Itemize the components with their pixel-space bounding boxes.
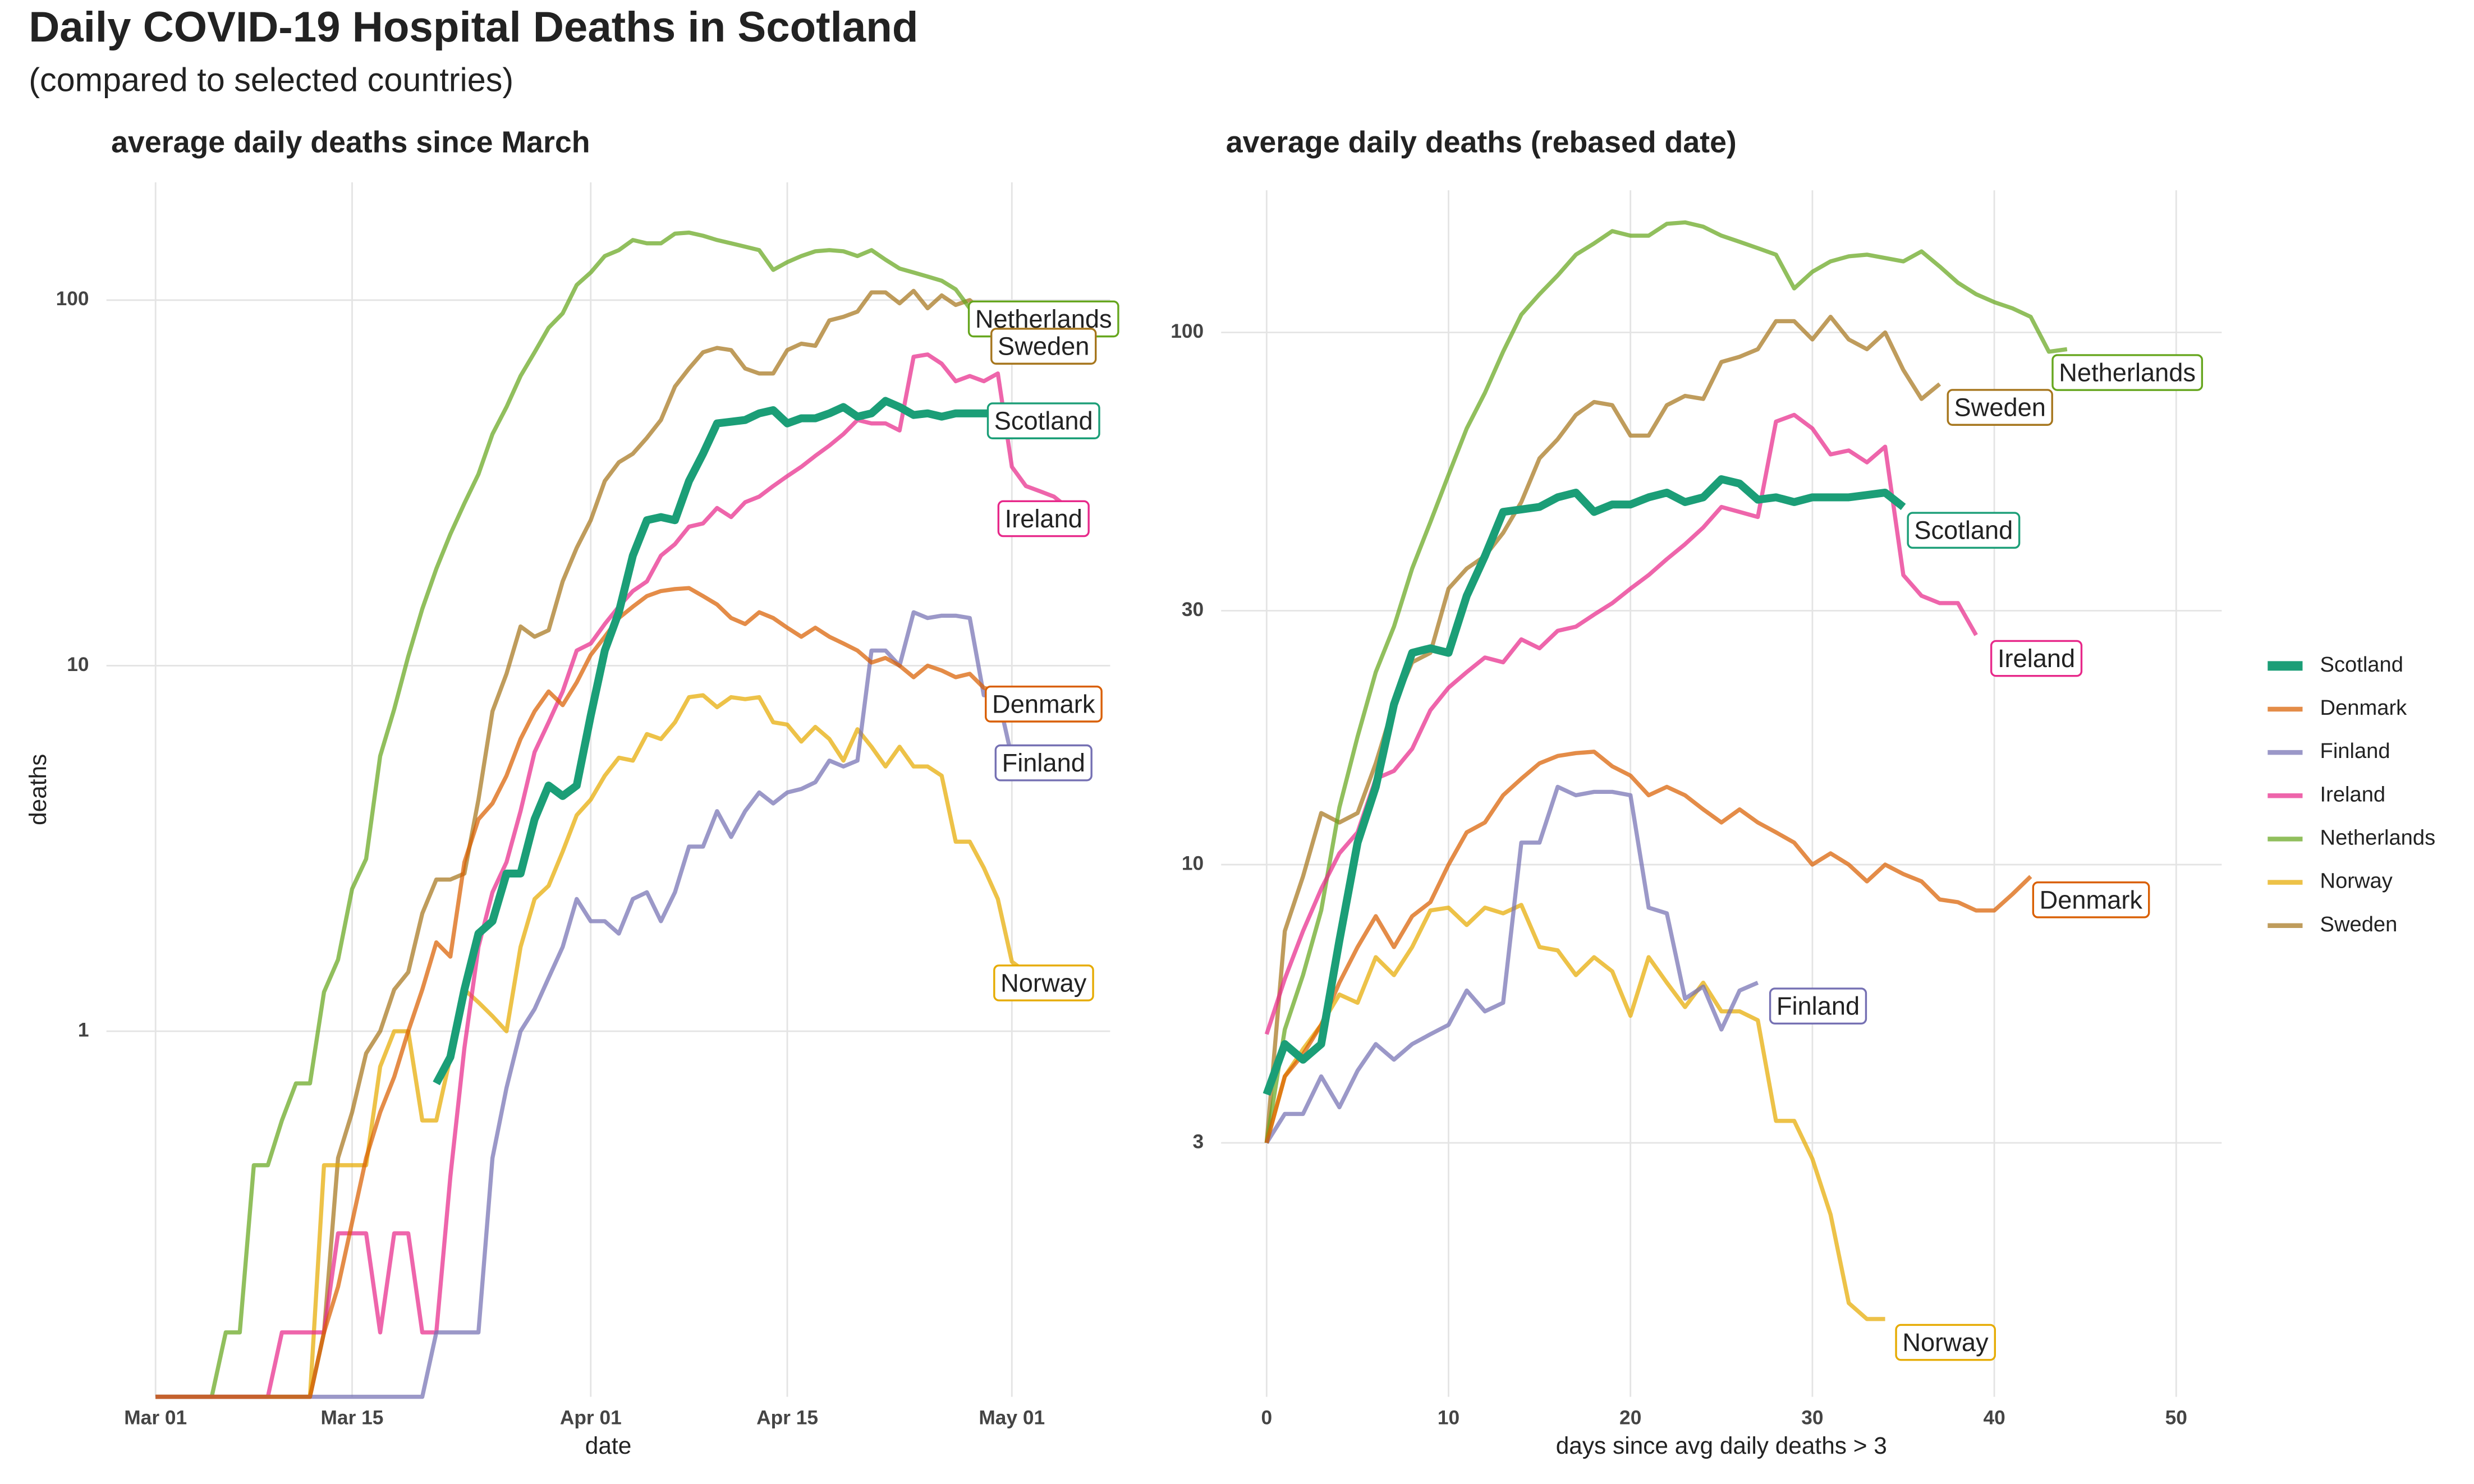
line-label-box xyxy=(1990,640,2083,677)
line-label: Denmark xyxy=(985,686,1103,723)
line-label-box xyxy=(2051,354,2204,391)
legend-label: Finland xyxy=(2320,739,2390,763)
panel-title: average daily deaths (rebased date) xyxy=(1226,125,1737,159)
panel: Mar 01 Mar 15 Apr 01 Apr 15 May 01 1 10 100 aver… xyxy=(25,125,1119,1459)
x-tick-label: Mar 01 xyxy=(124,1407,187,1428)
series-line xyxy=(155,230,1096,1399)
line-label: Scotland xyxy=(1907,512,2021,549)
line-label-box xyxy=(985,686,1103,723)
line-label: Norway xyxy=(993,964,1094,1001)
panel: 0 10 20 30 40 50 3 10 30 100 average daily deaths … xyxy=(1171,125,2222,1459)
line-label-box xyxy=(1907,512,2021,549)
line-label-text: Scotland xyxy=(994,407,1093,435)
series-line xyxy=(1264,314,1941,1143)
series-line xyxy=(155,288,1096,1399)
line-label-text: Norway xyxy=(1902,1328,1989,1357)
y-tick-label: 10 xyxy=(67,654,89,676)
line-label: Ireland xyxy=(1990,640,2083,677)
x-tick-label: 30 xyxy=(1801,1407,1823,1428)
legend-label: Ireland xyxy=(2320,782,2386,806)
legend-label: Scotland xyxy=(2320,653,2403,677)
page-title: Daily COVID-19 Hospital Deaths in Scotla… xyxy=(29,3,918,51)
line-label-box xyxy=(1769,987,1867,1024)
line-label-text: Ireland xyxy=(1005,504,1082,533)
legend-label: Norway xyxy=(2320,869,2393,893)
series-line xyxy=(433,397,1027,1086)
line-label-text: Norway xyxy=(1000,968,1087,997)
line-label-box xyxy=(1947,389,2053,426)
line-label: Denmark xyxy=(2032,881,2150,918)
line-label-text: Ireland xyxy=(1998,644,2075,673)
y-tick-label: 1 xyxy=(78,1019,89,1041)
x-tick-label: May 01 xyxy=(979,1407,1045,1428)
x-tick-label: 40 xyxy=(1983,1407,2005,1428)
x-tick-label: 10 xyxy=(1438,1407,1459,1428)
line-label-text: Sweden xyxy=(1954,393,2046,422)
line-label: Norway xyxy=(1895,1324,1996,1361)
y-tick-label: 100 xyxy=(56,288,89,310)
line-label-text: Denmark xyxy=(2040,885,2143,914)
y-axis-label: deaths xyxy=(25,754,51,825)
x-tick-label: Apr 01 xyxy=(560,1407,622,1428)
y-tick-label: 10 xyxy=(1182,852,1204,874)
line-label-box xyxy=(990,328,1097,365)
y-tick-label: 3 xyxy=(1193,1131,1204,1152)
x-axis-label: date xyxy=(585,1432,631,1459)
x-axis-label: days since avg daily deaths > 3 xyxy=(1556,1432,1887,1459)
line-label-text: Scotland xyxy=(1914,516,2013,545)
x-tick-label: Mar 15 xyxy=(321,1407,384,1428)
line-label-text: Netherlands xyxy=(2059,359,2196,387)
line-label-box xyxy=(986,402,1100,439)
line-label: Netherlands xyxy=(2051,354,2204,391)
series-line xyxy=(1264,412,1978,1035)
x-tick-label: 50 xyxy=(2165,1407,2187,1428)
line-label-text: Finland xyxy=(1002,748,1085,777)
legend-label: Sweden xyxy=(2320,912,2398,936)
series-line xyxy=(1264,220,2068,1143)
series-line xyxy=(155,610,1056,1399)
line-label-box xyxy=(994,744,1093,782)
legend-label: Denmark xyxy=(2320,696,2408,720)
y-tick-label: 100 xyxy=(1171,320,1204,342)
legend: Scotland Denmark Finland Ireland Netherlands… xyxy=(2268,653,2435,936)
line-label: Finland xyxy=(994,744,1093,782)
y-tick-label: 30 xyxy=(1182,599,1204,621)
series-line xyxy=(1264,750,2032,1143)
x-tick-label: Apr 15 xyxy=(756,1407,818,1428)
legend-label: Netherlands xyxy=(2320,826,2436,850)
series-line xyxy=(155,586,1040,1399)
panel-title: average daily deaths since March xyxy=(111,125,590,159)
line-label: Sweden xyxy=(1947,389,2053,426)
line-label: Sweden xyxy=(990,328,1097,365)
line-label-box xyxy=(993,964,1094,1001)
page-subtitle: (compared to selected countries) xyxy=(29,61,513,99)
line-label: Finland xyxy=(1769,987,1867,1024)
series-line xyxy=(1263,475,1906,1096)
line-label-box xyxy=(2032,881,2150,918)
line-label-box xyxy=(1895,1324,1996,1361)
line-label: Ireland xyxy=(997,500,1090,537)
series-line xyxy=(1264,903,1885,1321)
series-line xyxy=(155,352,1070,1399)
line-label-text: Finland xyxy=(1777,992,1860,1021)
x-tick-label: 20 xyxy=(1619,1407,1641,1428)
series-line xyxy=(1265,784,1759,1144)
line-label-text: Sweden xyxy=(998,332,1089,361)
line-label-text: Denmark xyxy=(992,690,1095,718)
line-label: Scotland xyxy=(986,402,1100,439)
line-label-box xyxy=(997,500,1090,537)
x-tick-label: 0 xyxy=(1261,1407,1272,1428)
